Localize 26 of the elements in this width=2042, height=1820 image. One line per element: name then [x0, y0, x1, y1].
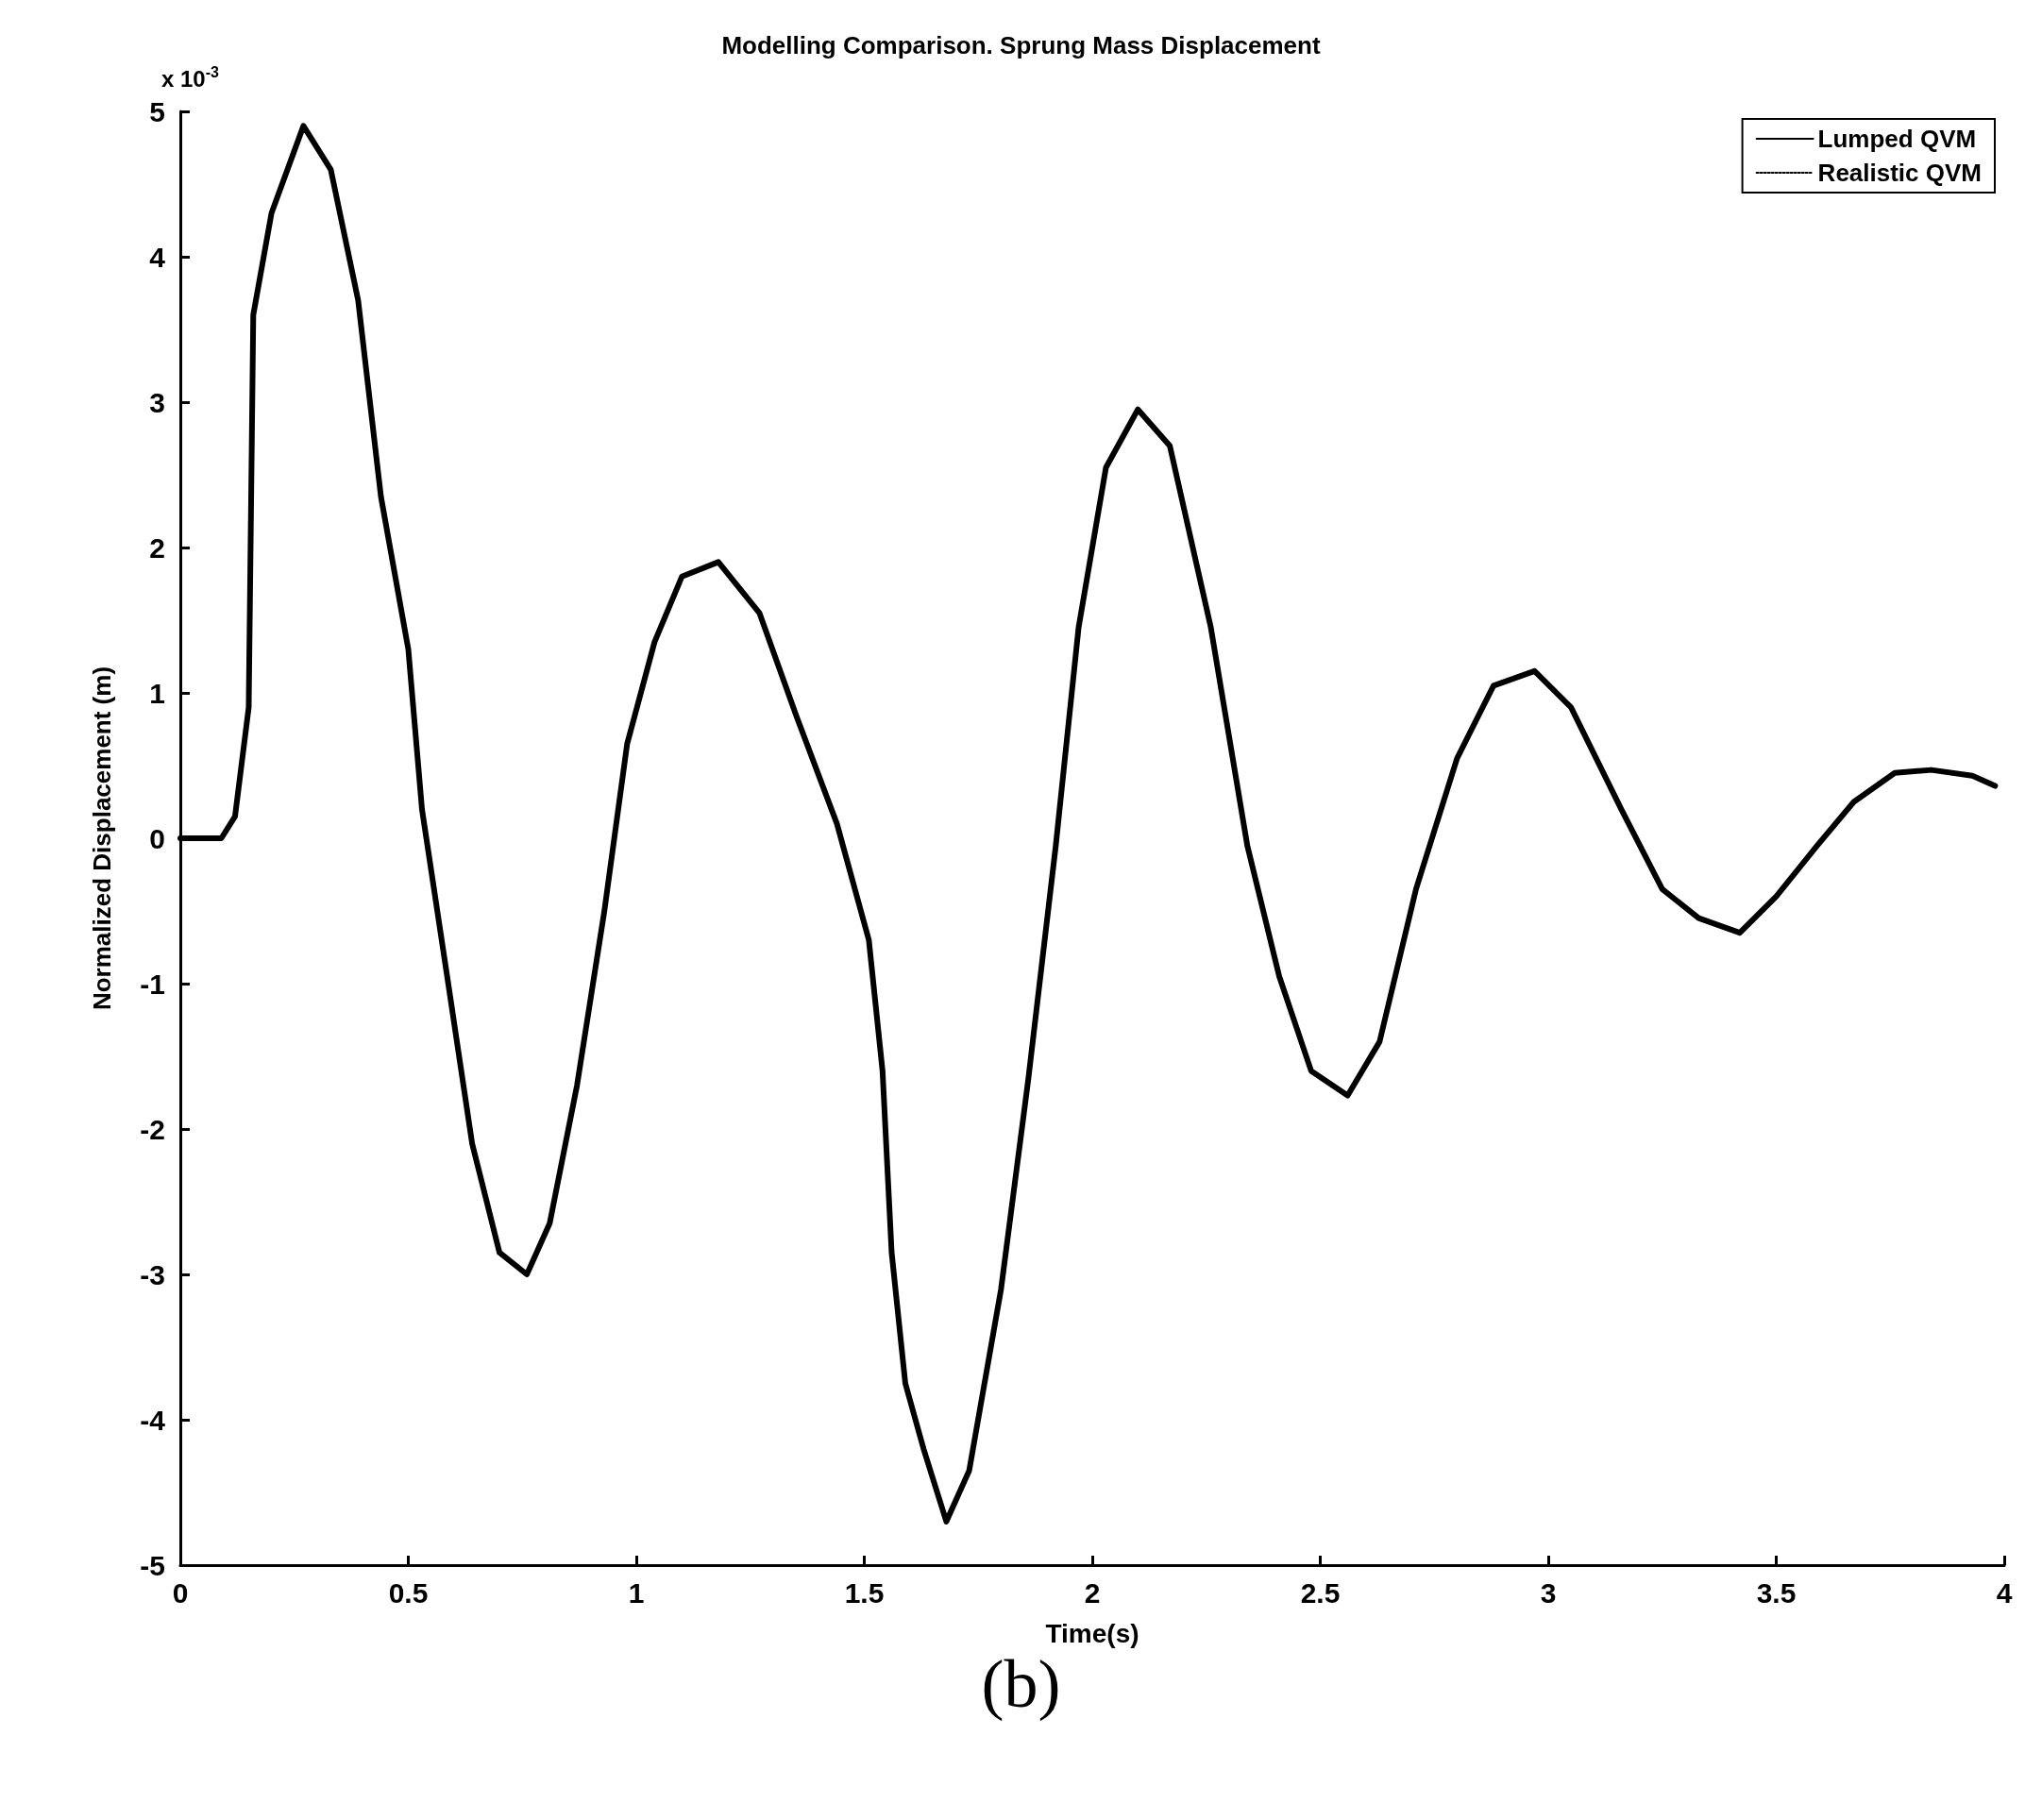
- y-tick-label: -4: [140, 1404, 166, 1436]
- y-tick-label: 1: [149, 677, 165, 709]
- x-tick-label: 3.5: [1756, 1576, 1797, 1609]
- y-tick-label: -2: [140, 1113, 165, 1145]
- x-tick-label: 0: [172, 1576, 189, 1609]
- y-tick-label: 2: [149, 531, 165, 564]
- y-axis-title: Normalized Displacement (m): [88, 666, 116, 1011]
- y-tick-label: -1: [140, 968, 165, 1000]
- legend-label: Lumped QVM: [1817, 125, 1977, 153]
- text: (b): [981, 1646, 1061, 1722]
- y-tick-label: 4: [149, 241, 166, 273]
- y-tick-label: 0: [149, 822, 165, 854]
- x-tick-label: 1: [628, 1576, 645, 1609]
- x-tick-label: 3: [1540, 1576, 1557, 1609]
- x-tick-label: 2: [1084, 1576, 1101, 1609]
- x-tick-label: 2.5: [1300, 1576, 1341, 1609]
- x-axis-title: Time(s): [1045, 1618, 1139, 1648]
- y-tick-label: 3: [149, 386, 165, 418]
- y-tick-label: -5: [140, 1549, 165, 1581]
- x-tick-label: 4: [1996, 1576, 2013, 1609]
- legend-label: Realistic QVM: [1817, 159, 1983, 187]
- y-tick-label: -3: [140, 1258, 165, 1290]
- x-tick-label: 1.5: [844, 1576, 885, 1609]
- y-tick-label: 5: [149, 95, 165, 127]
- x-tick-label: 0.5: [388, 1576, 429, 1609]
- chart-title: Modelling Comparison. Sprung Mass Displacement: [721, 31, 1321, 59]
